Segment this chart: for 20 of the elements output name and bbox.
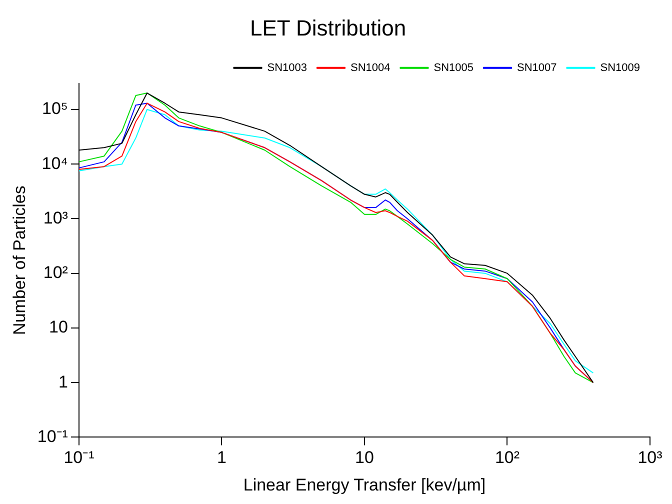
x-tick-label: 10 — [355, 448, 374, 468]
legend-label: SN1005 — [434, 62, 474, 74]
x-tick-label: 10² — [494, 448, 520, 468]
y-axis-title: Number of Particles — [10, 186, 29, 335]
y-tick-label: 10² — [43, 263, 68, 282]
legend-label: SN1007 — [516, 62, 557, 74]
x-tick-label: 10³ — [638, 448, 663, 468]
x-tick-label: 1 — [216, 448, 226, 468]
x-axis-title: Linear Energy Transfer [kev/µm] — [243, 475, 486, 494]
y-tick-label: 1 — [58, 372, 68, 392]
chart-title: LET Distribution — [250, 15, 406, 40]
legend-label: SN1004 — [350, 62, 390, 74]
y-tick-label: 10³ — [43, 208, 68, 228]
y-tick-label: 10⁻¹ — [37, 426, 68, 446]
legend-label: SN1009 — [600, 62, 640, 74]
legend-label: SN1003 — [267, 62, 308, 74]
x-tick-label: 10⁻¹ — [64, 448, 95, 468]
y-tick-label: 10⁵ — [42, 99, 68, 118]
y-tick-label: 10⁴ — [42, 154, 68, 173]
y-tick-label: 10 — [49, 318, 68, 337]
